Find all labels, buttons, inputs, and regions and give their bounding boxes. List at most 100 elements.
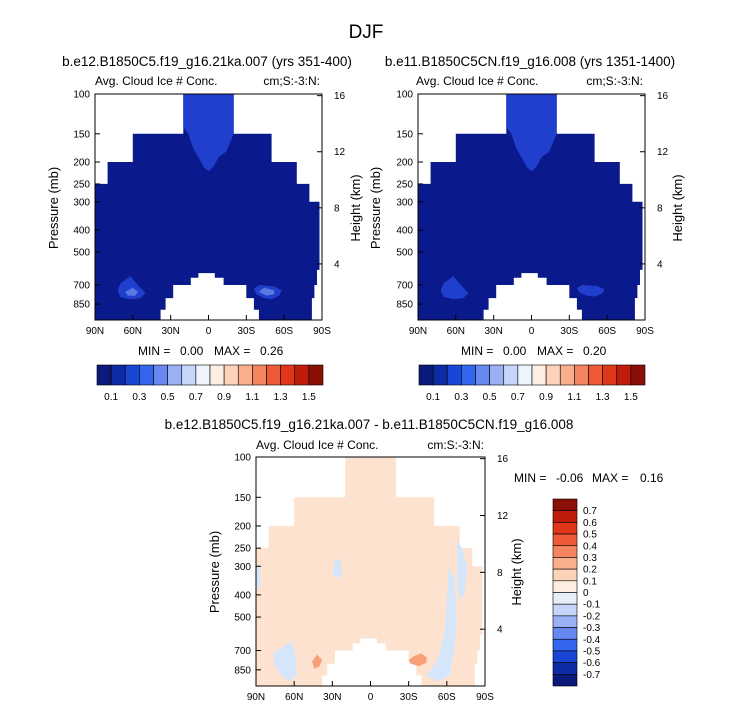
left-colorbar-swatch — [96, 364, 112, 386]
diff-colorbar-label: -0.4 — [583, 635, 601, 646]
diff-colorbar-swatch — [552, 498, 578, 511]
left-panel-units: cm;S:-3:N: — [263, 74, 320, 88]
left-colorbar-swatch — [195, 364, 211, 386]
diff-panel-pressure-tick-label: 100 — [234, 453, 251, 464]
right-colorbar-swatch — [559, 364, 575, 386]
right-panel-latitude-tick-label: 90N — [409, 326, 427, 337]
diff-colorbar-label: 0.2 — [583, 565, 597, 576]
right-colorbar-swatch — [503, 364, 519, 386]
diff-panel-pressure-tick-label: 150 — [234, 493, 251, 504]
right-panel-latitude-tick-label: 90S — [636, 326, 654, 337]
right-panel: b.e11.B1850C5CN.f19_g16.008 (yrs 1351-14… — [368, 54, 685, 358]
left-panel-pressure-tick-label: 100 — [73, 90, 90, 101]
left-panel-height-tick-label: 12 — [334, 147, 346, 158]
left-panel-ice-field — [95, 94, 320, 320]
diff-colorbar-swatch — [552, 545, 578, 558]
right-panel-latitude-tick-label: 60N — [447, 326, 465, 337]
right-colorbar-swatch — [517, 364, 533, 386]
left-panel-latitude-tick-label: 30S — [237, 326, 255, 337]
diff-colorbar-label: 0.6 — [583, 518, 597, 529]
left-colorbar-label: 1.3 — [274, 392, 288, 403]
left-panel-pressure-tick-label: 150 — [73, 129, 90, 140]
left-panel-min-label: MIN = — [138, 344, 170, 358]
left-panel-max-value: 0.26 — [260, 344, 284, 358]
left-panel-height-tick-label: 16 — [334, 91, 346, 102]
left-colorbar-label: 1.1 — [245, 392, 259, 403]
diff-panel-negative-region-edge — [256, 566, 262, 590]
right-panel-variable: Avg. Cloud Ice # Conc. — [416, 74, 539, 88]
diff-colorbar-swatch — [552, 510, 578, 523]
left-panel-latitude-tick-label: 90S — [313, 326, 331, 337]
diff-panel-latitude-tick-label: 60S — [438, 692, 456, 703]
diff-panel-negative-region-south — [426, 566, 457, 682]
left-panel-latitude-tick-label: 60S — [275, 326, 293, 337]
right-panel-title: b.e11.B1850C5CN.f19_g16.008 (yrs 1351-14… — [385, 54, 675, 69]
diff-colorbar-swatch — [552, 603, 578, 617]
diff-colorbar-swatch — [552, 592, 578, 605]
diff-colorbar-label: -0.3 — [583, 623, 601, 634]
diff-colorbar-label: 0.3 — [583, 553, 597, 564]
diff-panel-pressure-axis: 100 150 200 250 300 400 500 700 850 — [234, 453, 261, 676]
left-panel-latitude-axis: 90N 60N 30N 0 30S 60S 90S — [86, 315, 331, 337]
left-panel-pressure-tick-label: 700 — [73, 280, 90, 291]
left-colorbar-swatch — [280, 364, 296, 386]
diff-panel-latitude-tick-label: 30S — [400, 692, 418, 703]
diff-panel-pressure-tick-label: 200 — [234, 521, 251, 532]
diff-panel-positive-field — [256, 457, 483, 686]
left-colorbar-swatch — [266, 364, 281, 386]
left-panel-pressure-tick-label: 500 — [73, 247, 90, 258]
difference-panel: b.e12.B1850C5.f19_g16.21ka.007 - b.e11.B… — [165, 417, 664, 703]
left-panel-latitude-tick-label: 30N — [161, 326, 179, 337]
left-colorbar-swatch — [139, 364, 154, 386]
right-colorbar-label: 1.3 — [596, 392, 610, 403]
right-panel-min-value: 0.00 — [503, 344, 527, 358]
diff-panel-pressure-label: Pressure (mb) — [207, 531, 222, 613]
diff-colorbar-label: 0.4 — [583, 541, 597, 552]
diff-panel-height-tick-label: 12 — [497, 511, 509, 522]
left-colorbar-swatch — [252, 364, 267, 386]
diff-panel-latitude-tick-label: 90S — [476, 692, 494, 703]
left-panel-pressure-tick-label: 250 — [73, 179, 90, 190]
diff-colorbar-swatch — [552, 533, 578, 547]
left-colorbar-swatch — [181, 364, 197, 386]
diff-panel-max-value: 0.16 — [640, 471, 664, 485]
right-colorbar-label: 1.5 — [624, 392, 638, 403]
left-panel-plot-area — [94, 93, 323, 321]
left-panel-upper-ice-region — [183, 94, 234, 172]
diff-panel-pressure-tick-label: 250 — [234, 544, 251, 555]
diff-colorbar-swatch — [552, 522, 578, 535]
right-panel-pressure-tick-label: 200 — [396, 158, 413, 169]
left-colorbar-swatch — [153, 364, 168, 386]
right-panel-height-tick-label: 16 — [657, 91, 669, 102]
diff-panel-latitude-tick-label: 90N — [247, 692, 265, 703]
diff-panel-negative-region-mid — [332, 559, 343, 579]
diff-panel-height-tick-label: 4 — [497, 625, 503, 636]
left-colorbar-swatch — [294, 364, 310, 386]
left-panel-height-tick-label: 8 — [334, 203, 340, 214]
right-colorbar-swatch — [531, 364, 547, 386]
left-colorbar-label: 0.9 — [217, 392, 231, 403]
right-colorbar-swatch — [588, 364, 603, 386]
diff-colorbar-swatch — [552, 557, 578, 570]
right-colorbar-swatch — [461, 364, 476, 386]
diff-panel-latitude-tick-label: 0 — [368, 692, 374, 703]
diff-panel-pressure-tick-label: 850 — [234, 665, 251, 676]
diff-colorbar-swatch — [552, 650, 578, 663]
left-panel-title: b.e12.B1850C5.f19_g16.21ka.007 (yrs 351-… — [62, 54, 352, 69]
left-colorbar-swatch — [308, 364, 324, 386]
right-panel-plot-area — [417, 93, 646, 321]
left-panel-pressure-tick-label: 300 — [73, 197, 90, 208]
left-colorbar-swatch — [209, 364, 225, 386]
left-panel-height-label: Height (km) — [348, 174, 363, 241]
right-panel-pressure-tick-label: 300 — [396, 197, 413, 208]
left-colorbar-label: 0.5 — [161, 392, 175, 403]
diff-panel-units: cm:S:-3:N: — [427, 438, 484, 452]
right-colorbar-swatch — [545, 364, 561, 386]
left-panel-latitude-tick-label: 90N — [86, 326, 104, 337]
diff-panel-height-tick-label: 16 — [497, 454, 509, 465]
left-panel-latitude-tick-label: 60N — [124, 326, 142, 337]
right-colorbar-label: 0.9 — [539, 392, 553, 403]
diff-panel-height-label: Height (km) — [509, 538, 524, 605]
right-colorbar-swatch — [475, 364, 490, 386]
